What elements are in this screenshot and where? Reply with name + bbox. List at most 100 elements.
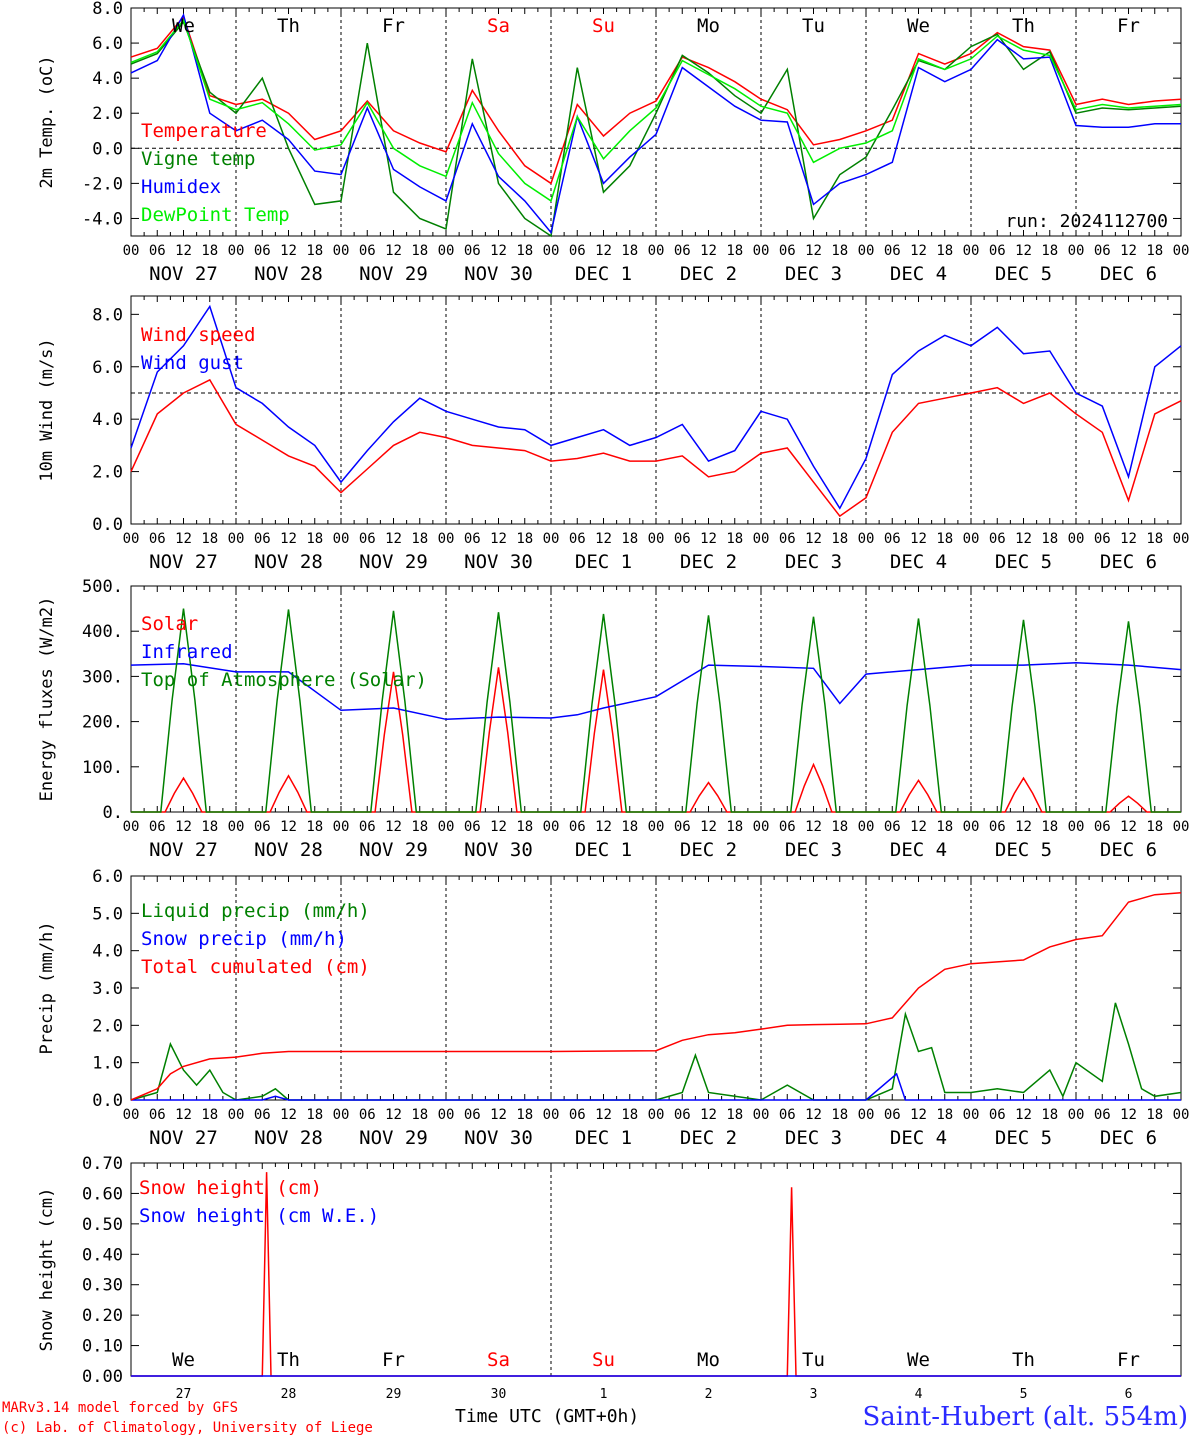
day-number-label: 29	[386, 1387, 402, 1402]
hour-tick-label: 12	[175, 243, 192, 259]
hour-tick-label: 06	[149, 1107, 166, 1123]
legend-entry: Solar	[141, 613, 198, 635]
y-axis-label: Precip (mm/h)	[37, 921, 57, 1054]
day-number-label: 3	[810, 1387, 818, 1402]
hour-tick-label: 06	[149, 531, 166, 547]
hour-tick-label: 18	[411, 819, 428, 835]
hour-tick-label: 00	[1068, 243, 1085, 259]
hour-tick-label: 06	[884, 243, 901, 259]
hour-tick-label: 06	[569, 531, 586, 547]
hour-tick-label: 00	[963, 531, 980, 547]
date-label: NOV 29	[359, 839, 428, 861]
weekday-label: Su	[592, 1349, 615, 1371]
day-number-label: 2	[705, 1387, 713, 1402]
date-label: DEC 3	[785, 551, 842, 573]
day-number-label: 27	[176, 1387, 192, 1402]
hour-tick-label: 18	[621, 531, 638, 547]
hour-tick-label: 06	[359, 531, 376, 547]
hour-tick-label: 00	[123, 531, 140, 547]
legend-entry: Temperature	[141, 120, 267, 142]
hour-tick-label: 06	[674, 819, 691, 835]
y-tick-label: -4.0	[82, 209, 123, 229]
hour-tick-label: 06	[149, 243, 166, 259]
hour-tick-label: 12	[175, 531, 192, 547]
weekday-label: We	[907, 1349, 930, 1371]
y-tick-label: 200.	[82, 713, 123, 733]
hour-tick-label: 00	[1068, 531, 1085, 547]
hour-tick-label: 00	[648, 243, 665, 259]
hour-tick-label: 18	[411, 1107, 428, 1123]
panel-4	[130, 875, 1182, 1101]
date-label: NOV 28	[254, 263, 323, 285]
hour-tick-label: 12	[595, 531, 612, 547]
hour-tick-label: 18	[1041, 819, 1058, 835]
hour-tick-label: 18	[516, 243, 533, 259]
y-tick-label: 0.30	[82, 1276, 123, 1296]
hour-tick-label: 06	[254, 1107, 271, 1123]
date-label: NOV 28	[254, 551, 323, 573]
series-line-2-2	[130, 304, 1182, 510]
hour-tick-label: 18	[306, 819, 323, 835]
hour-tick-label: 12	[1015, 1107, 1032, 1123]
hour-tick-label: 06	[254, 243, 271, 259]
series-line-4-3	[130, 892, 1182, 1101]
hour-tick-label: 18	[306, 531, 323, 547]
hour-tick-label: 18	[1146, 243, 1163, 259]
date-label: DEC 6	[1100, 839, 1157, 861]
hour-tick-label: 06	[989, 243, 1006, 259]
panel-5	[130, 1162, 1182, 1377]
hour-tick-label: 00	[543, 1107, 560, 1123]
y-axis-label: 10m Wind (m/s)	[37, 338, 57, 481]
legend-entry: Wind gust	[141, 352, 244, 374]
legend-entry: Wind speed	[141, 324, 255, 346]
hour-tick-label: 00	[1173, 243, 1190, 259]
panel-1	[130, 7, 1182, 238]
hour-tick-label: 18	[1041, 243, 1058, 259]
y-tick-label: 0.70	[82, 1154, 123, 1174]
date-label: DEC 5	[995, 1127, 1052, 1149]
day-number-label: 28	[281, 1387, 297, 1402]
date-label: DEC 3	[785, 263, 842, 285]
hour-tick-label: 00	[228, 531, 245, 547]
hour-tick-label: 12	[490, 819, 507, 835]
hour-tick-label: 18	[831, 1107, 848, 1123]
hour-tick-label: 12	[1015, 243, 1032, 259]
hour-tick-label: 18	[621, 1107, 638, 1123]
date-label: DEC 1	[575, 1127, 632, 1149]
hour-tick-label: 00	[438, 243, 455, 259]
hour-tick-label: 06	[779, 819, 796, 835]
y-tick-label: 500.	[82, 577, 123, 597]
hour-tick-label: 18	[936, 1107, 953, 1123]
weekday-label: Su	[592, 15, 615, 37]
date-label: DEC 3	[785, 1127, 842, 1149]
hour-tick-label: 00	[333, 243, 350, 259]
hour-tick-label: 00	[228, 819, 245, 835]
date-label: DEC 3	[785, 839, 842, 861]
series-line-5-1	[131, 1172, 1181, 1377]
date-label: NOV 27	[149, 1127, 218, 1149]
hour-tick-label: 00	[123, 1107, 140, 1123]
date-label: DEC 4	[890, 263, 947, 285]
y-axis-label: Energy fluxes (W/m2)	[37, 597, 57, 802]
hour-tick-label: 06	[779, 1107, 796, 1123]
date-label: DEC 4	[890, 839, 947, 861]
hour-tick-label: 12	[280, 531, 297, 547]
hour-tick-label: 00	[753, 243, 770, 259]
hour-tick-label: 00	[228, 243, 245, 259]
date-label: DEC 1	[575, 551, 632, 573]
y-tick-label: 0.10	[82, 1337, 123, 1357]
hour-tick-label: 18	[201, 1107, 218, 1123]
hour-tick-label: 00	[543, 243, 560, 259]
hour-tick-label: 18	[411, 243, 428, 259]
hour-tick-label: 00	[858, 819, 875, 835]
weekday-label: Sa	[487, 15, 510, 37]
hour-tick-label: 12	[910, 1107, 927, 1123]
hour-tick-label: 00	[1173, 1107, 1190, 1123]
date-label: NOV 27	[149, 263, 218, 285]
date-label: DEC 6	[1100, 551, 1157, 573]
legend-entry: Total cumulated (cm)	[141, 956, 370, 978]
hour-tick-label: 06	[1094, 243, 1111, 259]
hour-tick-label: 12	[490, 1107, 507, 1123]
hour-tick-label: 00	[123, 243, 140, 259]
